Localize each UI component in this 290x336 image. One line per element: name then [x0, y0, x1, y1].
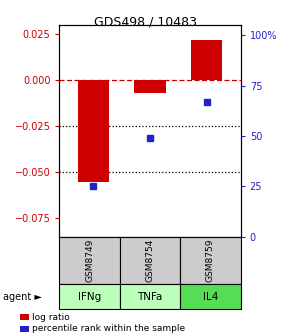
Bar: [135, 80, 166, 93]
Text: log ratio: log ratio: [32, 313, 70, 322]
Bar: [78, 80, 109, 182]
Text: IFNg: IFNg: [78, 292, 101, 301]
Text: GSM8754: GSM8754: [146, 239, 155, 282]
Text: agent ►: agent ►: [3, 292, 42, 301]
Text: GSM8759: GSM8759: [206, 239, 215, 282]
Text: percentile rank within the sample: percentile rank within the sample: [32, 324, 185, 333]
Text: TNFa: TNFa: [137, 292, 163, 301]
Bar: [191, 40, 222, 80]
Text: GDS498 / 10483: GDS498 / 10483: [93, 15, 197, 28]
Text: GSM8749: GSM8749: [85, 239, 94, 282]
Text: IL4: IL4: [203, 292, 218, 301]
